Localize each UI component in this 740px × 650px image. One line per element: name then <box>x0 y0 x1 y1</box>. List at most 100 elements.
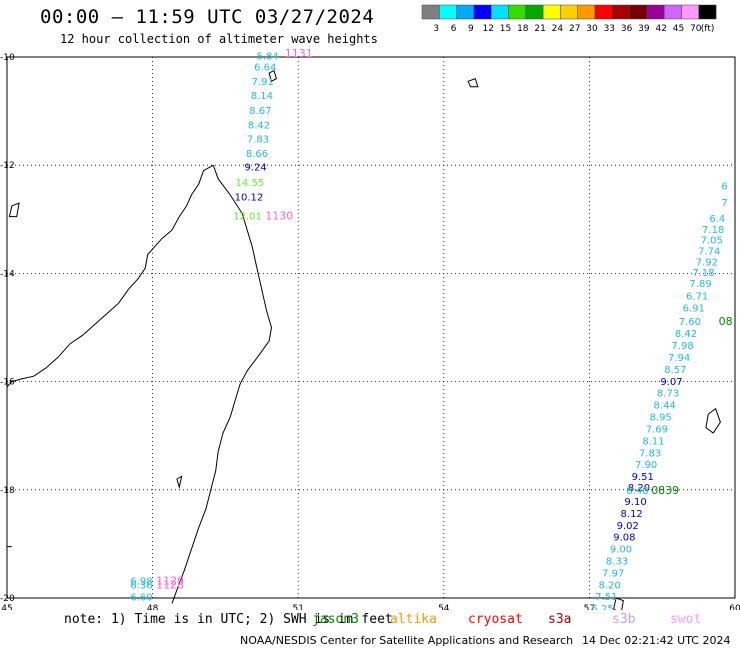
wave-height-label: 9.24 <box>244 163 266 174</box>
wave-height-label: 9.10 <box>624 497 646 508</box>
wave-height-label: 8.67 <box>249 106 271 117</box>
wave-height-label: 6 <box>721 182 727 193</box>
wave-height-label: 7.74 <box>698 247 720 258</box>
map-subtitle: 12 hour collection of altimeter wave hei… <box>60 32 378 46</box>
coastline-east <box>171 165 273 604</box>
pass-time-label: 1130 <box>265 209 293 222</box>
wave-height-label: 5.84 <box>257 52 279 63</box>
wave-height-label: 7.92 <box>696 257 718 268</box>
wave-height-label: 6.25 <box>591 604 613 610</box>
island-outline <box>176 475 183 490</box>
coastline-west <box>6 164 214 388</box>
legend-label: (ft) <box>701 24 715 34</box>
pass-time-label: 1131 <box>285 47 313 60</box>
wave-height-label: 9.51 <box>632 472 654 483</box>
wave-height-label: 8.42 <box>675 329 697 340</box>
wave-height-label: 8.40 <box>626 486 648 497</box>
satellite-legend-s3a: s3a <box>548 612 572 627</box>
legend-label: 9 <box>468 24 474 34</box>
lon-tick-label: 51 <box>292 604 303 610</box>
wave-height-label: 6.60 <box>130 593 152 604</box>
legend-label: 36 <box>621 24 633 34</box>
wave-height-label: 9.00 <box>610 545 632 556</box>
wave-height-label: 10.12 <box>235 192 264 203</box>
legend-label: 18 <box>517 24 529 34</box>
pass-time-label: 1129 <box>156 575 184 588</box>
wave-height-label: 9.07 <box>660 377 682 388</box>
lat-tick-label: -10 <box>0 53 15 63</box>
legend-label: 12 <box>482 24 493 34</box>
wave-height-label: 6.98 <box>130 577 152 588</box>
wave-height-label: 8.20 <box>599 580 621 591</box>
wave-height-label: 7.98 <box>671 341 693 352</box>
footer-note: note: 1) Time is in UTC; 2) SWH is in fe… <box>64 612 393 627</box>
lon-tick-label: 57 <box>584 604 595 610</box>
island-outline <box>613 597 624 610</box>
legend-label: 42 <box>655 24 666 34</box>
wave-height-label: 8.44 <box>654 401 676 412</box>
legend-label: 70 <box>690 24 702 34</box>
island-outline <box>705 407 721 434</box>
wave-height-label: 6.71 <box>686 291 708 302</box>
island-outline <box>8 202 20 218</box>
wave-height-label: 7.90 <box>635 460 657 471</box>
satellite-legend-swot: swot <box>670 612 702 627</box>
wave-height-label: 9.08 <box>613 533 635 544</box>
legend-label: 30 <box>586 24 598 34</box>
legend-label: 24 <box>552 24 564 34</box>
wave-height-label: 7 <box>721 198 727 209</box>
wave-height-label: 6.36 <box>130 580 152 591</box>
wave-height-label: 8.33 <box>606 557 628 568</box>
wave-height-label: 7.97 <box>602 568 624 579</box>
map-title: 00:00 – 11:59 UTC 03/27/2024 <box>40 6 375 28</box>
wave-height-label: 8.42 <box>248 120 270 131</box>
satellite-legend-jason3: jason3 <box>312 612 359 627</box>
wave-height-label: 7.89 <box>689 279 711 290</box>
lon-tick-label: 60 <box>729 604 740 610</box>
satellite-legend-cryosat: cryosat <box>468 612 523 627</box>
wave-height-label: 9.02 <box>617 521 639 532</box>
lat-tick-label: -16 <box>0 378 15 388</box>
wave-height-label: 7.83 <box>639 448 661 459</box>
wave-height-label: 8.57 <box>664 365 686 376</box>
wave-height-label: 8.20 <box>628 483 650 494</box>
wave-height-label: 8.11 <box>642 436 664 447</box>
legend-swatch <box>698 4 717 20</box>
pass-time-label: 08 <box>719 315 733 328</box>
wave-height-label: 7.18 <box>692 268 714 279</box>
pass-time-label: 1128 <box>156 578 184 591</box>
track-east: 676.47.187.057.747.927.187.896.716.917.6… <box>591 182 733 611</box>
legend-label: 3 <box>433 24 439 34</box>
wave-height-label: 7.91 <box>252 77 274 88</box>
generated-timestamp: 14 Dec 02:21:42 UTC 2024 <box>582 634 731 647</box>
wave-height-label: 6.4 <box>709 214 725 225</box>
satellite-legend-altika: altika <box>390 612 437 627</box>
wave-height-label: 7.69 <box>646 425 668 436</box>
wave-height-label: 6.91 <box>683 303 705 314</box>
legend-label: 39 <box>638 24 650 34</box>
wave-height-label: 7.18 <box>702 225 724 236</box>
lat-tick-label: -20 <box>0 594 15 604</box>
lon-tick-label: 48 <box>147 604 159 610</box>
legend-label: 27 <box>569 24 580 34</box>
lat-tick-label: -14 <box>0 269 15 279</box>
wave-height-label: 8.73 <box>657 389 679 400</box>
wave-height-label: 6.64 <box>254 63 276 74</box>
lat-tick-label: -18 <box>0 486 15 496</box>
lat-tick-label: -12 <box>0 161 15 171</box>
legend-label: 15 <box>500 24 511 34</box>
wave-height-label: 7.60 <box>679 317 701 328</box>
color-legend: 3 6 9 12 15 18 21 24 27 30 33 36 39 42 45 70 (ft) <box>421 4 717 34</box>
track-west: 5.846.64 7.91 8.14 8.67 8.42 7.83 8.66 9.24 14.5… <box>233 47 313 222</box>
wave-height-map: 45 48 51 54 57 60 -10 -12 -14 -16 -18 -20 5.846.64 7.… <box>0 47 740 611</box>
legend-label: 21 <box>534 24 545 34</box>
legend-label: 33 <box>604 24 615 34</box>
island-outline <box>268 69 277 83</box>
wave-height-label: 7.83 <box>247 135 269 146</box>
pass-time-label: 0839 <box>651 484 679 497</box>
legend-label: 45 <box>673 24 684 34</box>
wave-height-label: 8.14 <box>251 91 273 102</box>
lon-tick-label: 54 <box>438 604 450 610</box>
credit-text: NOAA/NESDIS Center for Satellite Applica… <box>240 634 574 647</box>
